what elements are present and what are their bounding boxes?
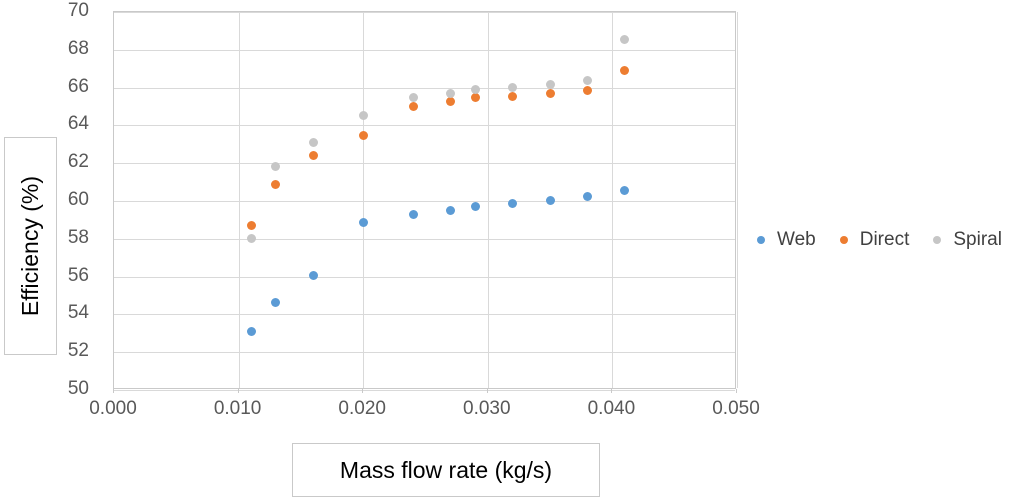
y-tick-label: 50	[67, 378, 89, 399]
data-point-direct[interactable]	[445, 97, 455, 107]
legend: Web Direct Spiral	[757, 227, 1002, 253]
data-point-spiral[interactable]	[408, 93, 418, 103]
data-point-direct[interactable]	[508, 91, 518, 101]
y-tick-label: 56	[67, 264, 89, 286]
data-point-spiral[interactable]	[308, 137, 318, 147]
data-point-spiral[interactable]	[508, 83, 518, 93]
horizontal-gridline	[114, 239, 735, 240]
x-tick-label: 0.010	[213, 398, 262, 419]
data-point-direct[interactable]	[308, 151, 318, 161]
vertical-gridline	[612, 12, 613, 388]
data-point-spiral[interactable]	[445, 88, 455, 98]
y-tick-label: 66	[67, 75, 89, 97]
data-point-spiral[interactable]	[470, 84, 480, 94]
y-tick-label: 60	[67, 189, 89, 210]
data-point-spiral[interactable]	[620, 34, 630, 44]
y-tick-label: 58	[67, 226, 89, 248]
data-point-web[interactable]	[620, 186, 630, 196]
data-point-direct[interactable]	[408, 102, 418, 111]
vertical-gridline	[239, 12, 240, 388]
legend-label: Direct	[859, 229, 910, 250]
x-tick-mark	[611, 389, 612, 393]
x-tick-label: 0.000	[89, 398, 137, 419]
data-point-direct[interactable]	[246, 221, 256, 231]
legend-label: Spiral	[953, 229, 1002, 250]
legend-marker-web-icon	[757, 236, 765, 244]
data-point-direct[interactable]	[582, 85, 592, 95]
x-tick-mark	[238, 389, 239, 393]
legend-marker-direct-icon	[839, 236, 848, 244]
y-tick-label: 62	[67, 151, 89, 173]
data-point-direct[interactable]	[470, 93, 480, 103]
horizontal-gridline	[114, 390, 735, 391]
horizontal-gridline	[114, 50, 735, 51]
x-tick-label: 0.020	[338, 398, 386, 419]
y-tick-label: 52	[67, 340, 89, 362]
vertical-gridline	[363, 12, 364, 388]
y-tick-label: 64	[67, 113, 89, 135]
x-tick-mark	[736, 389, 737, 393]
legend-item-web[interactable]: Web	[757, 229, 816, 251]
data-point-web[interactable]	[545, 195, 555, 205]
horizontal-gridline	[114, 163, 735, 164]
data-point-spiral[interactable]	[582, 76, 592, 86]
horizontal-gridline	[114, 125, 735, 126]
data-point-spiral[interactable]	[545, 80, 555, 90]
x-tick-mark	[362, 389, 363, 393]
data-point-web[interactable]	[308, 271, 318, 281]
data-point-spiral[interactable]	[358, 111, 368, 121]
legend-marker-spiral-icon	[933, 236, 942, 244]
legend-label: Web	[777, 229, 816, 250]
x-tick-mark	[487, 389, 488, 393]
data-point-direct[interactable]	[545, 88, 555, 98]
vertical-gridline	[737, 12, 738, 388]
x-tick-label: 0.040	[587, 398, 636, 419]
y-tick-label: 70	[67, 0, 89, 21]
y-tick-label: 68	[67, 37, 89, 59]
data-point-direct[interactable]	[358, 131, 368, 141]
data-point-web[interactable]	[246, 326, 256, 336]
y-axis-title-box: Efficiency (%)	[4, 137, 57, 355]
data-point-web[interactable]	[470, 202, 480, 212]
data-point-spiral[interactable]	[271, 162, 281, 172]
vertical-gridline	[488, 12, 489, 388]
data-point-web[interactable]	[271, 297, 281, 307]
x-tick-label: 0.030	[463, 398, 511, 419]
horizontal-gridline	[114, 352, 735, 353]
x-axis-title-box: Mass flow rate (kg/s)	[292, 443, 600, 497]
horizontal-gridline	[114, 12, 735, 13]
legend-item-direct[interactable]: Direct	[839, 229, 910, 251]
data-point-web[interactable]	[358, 218, 368, 228]
data-point-web[interactable]	[508, 199, 518, 209]
legend-item-spiral[interactable]: Spiral	[933, 229, 1002, 251]
x-tick-mark	[113, 389, 114, 393]
data-point-web[interactable]	[582, 191, 592, 201]
y-tick-label: 54	[67, 302, 89, 324]
data-point-web[interactable]	[408, 209, 418, 219]
horizontal-gridline	[114, 88, 735, 89]
horizontal-gridline	[114, 201, 735, 202]
x-axis-title: Mass flow rate (kg/s)	[339, 456, 553, 483]
data-point-spiral[interactable]	[246, 234, 256, 244]
x-tick-label: 0.050	[712, 398, 760, 419]
horizontal-gridline	[114, 314, 735, 315]
data-point-direct[interactable]	[271, 180, 281, 190]
data-point-direct[interactable]	[620, 66, 630, 76]
horizontal-gridline	[114, 277, 735, 278]
plot-area	[113, 11, 738, 391]
data-point-web[interactable]	[445, 205, 455, 215]
